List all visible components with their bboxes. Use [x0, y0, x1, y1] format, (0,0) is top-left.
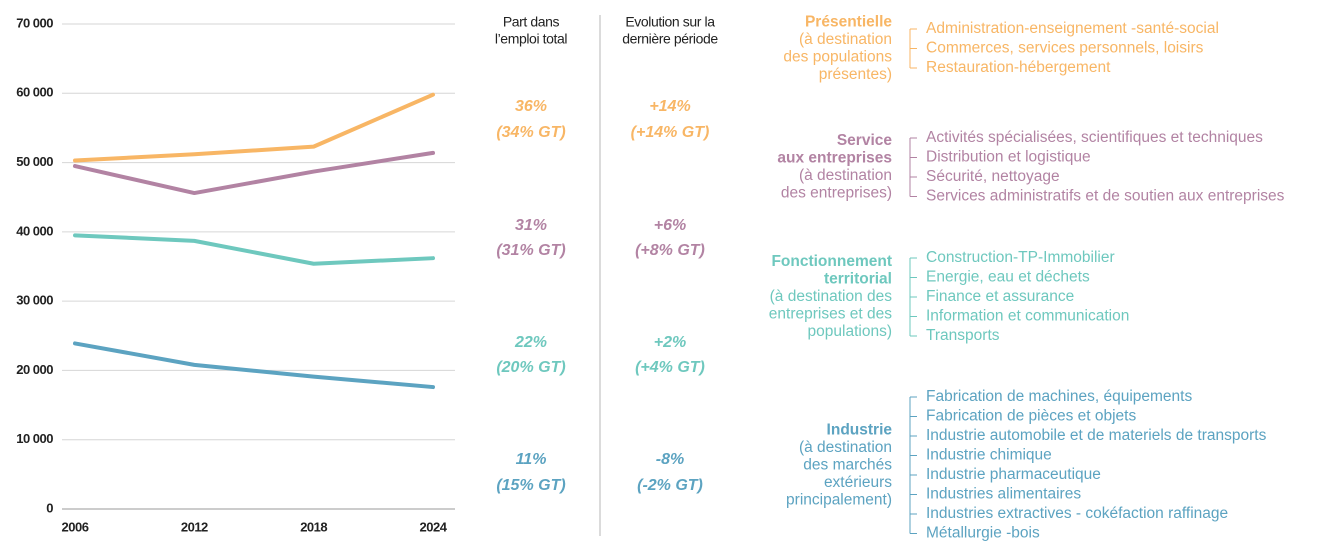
series-line: [73, 92, 435, 163]
sector-label: Information et communication: [926, 308, 1129, 325]
share-gt: (31% GT): [496, 242, 565, 259]
group-detail: présentes): [819, 66, 892, 83]
column-header: Part dans: [503, 14, 560, 30]
share-gt: (20% GT): [496, 359, 565, 376]
x-tick-label: 2006: [62, 519, 89, 534]
column-header: Evolution sur la: [625, 14, 715, 30]
sector-label: Industries extractives - cokéfaction raf…: [926, 505, 1228, 522]
evolution-value: +6%: [654, 217, 686, 234]
sector-label: Industrie pharmaceutique: [926, 466, 1101, 483]
y-tick-label: 40 000: [16, 223, 53, 238]
group-name: Service: [837, 132, 893, 149]
sector-label: Fabrication de pièces et objets: [926, 408, 1136, 425]
y-tick-label: 70 000: [16, 15, 53, 30]
evolution-gt: (+8% GT): [635, 242, 705, 259]
group-detail: (à destination: [799, 31, 892, 48]
evolution-value: -8%: [656, 451, 684, 468]
group-detail: des entreprises): [781, 185, 892, 202]
group-name: territorial: [824, 271, 892, 288]
evolution-gt: (+14% GT): [631, 124, 710, 141]
group-detail: (à destination: [799, 167, 892, 184]
y-tick-label: 20 000: [16, 362, 53, 377]
sector-label: Commerces, services personnels, loisirs: [926, 40, 1204, 57]
y-tick-label: 10 000: [16, 431, 53, 446]
sector-label: Finance et assurance: [926, 288, 1074, 305]
group-detail: populations): [808, 323, 892, 340]
evolution-value: +2%: [654, 334, 686, 351]
sector-label: Restauration-hébergement: [926, 59, 1111, 76]
sector-label: Industries alimentaires: [926, 486, 1081, 503]
group-detail: des marchés: [803, 456, 892, 473]
evolution-gt: (-2% GT): [637, 477, 703, 494]
y-tick-label: 0: [46, 500, 53, 515]
sector-label: Activités spécialisées, scientifiques et…: [926, 129, 1263, 146]
sector-label: Industrie automobile et de materiels de …: [926, 427, 1267, 444]
series-line: [73, 341, 435, 390]
x-tick-label: 2024: [420, 519, 448, 534]
sector-label: Administration-enseignement -santé-socia…: [926, 20, 1219, 37]
evolution-gt: (+4% GT): [635, 359, 705, 376]
share-value: 22%: [514, 334, 547, 351]
sector-label: Energie, eau et déchets: [926, 269, 1090, 286]
share-gt: (15% GT): [496, 477, 565, 494]
sector-label: Industrie chimique: [926, 447, 1052, 464]
group-name: aux entreprises: [777, 150, 892, 167]
group-detail: (à destination des: [770, 288, 893, 305]
evolution-value: +14%: [649, 98, 690, 115]
sector-label: Construction-TP-Immobilier: [926, 249, 1115, 266]
group-name: Industrie: [827, 421, 893, 438]
y-tick-label: 30 000: [16, 293, 53, 308]
sector-label: Services administratifs et de soutien au…: [926, 188, 1285, 205]
sector-label: Sécurité, nettoyage: [926, 168, 1060, 185]
y-tick-label: 60 000: [16, 85, 53, 100]
share-value: 11%: [516, 451, 547, 468]
column-header: dernière période: [622, 31, 718, 47]
group-detail: des populations: [783, 48, 892, 65]
series-line: [73, 233, 435, 266]
series-line: [73, 150, 435, 196]
group-detail: extérieurs: [824, 474, 892, 491]
x-tick-label: 2018: [300, 519, 327, 534]
group-name: Fonctionnement: [771, 253, 892, 270]
share-value: 36%: [515, 98, 547, 115]
sector-label: Fabrication de machines, équipements: [926, 388, 1192, 405]
group-detail: (à destination: [799, 439, 892, 456]
column-header: l’emploi total: [495, 31, 568, 47]
sector-label: Transports: [926, 327, 1000, 344]
x-tick-label: 2012: [181, 519, 208, 534]
sector-label: Métallurgie -bois: [926, 525, 1040, 541]
sector-label: Distribution et logistique: [926, 149, 1091, 166]
group-detail: principalement): [786, 491, 892, 508]
y-tick-label: 50 000: [16, 154, 53, 169]
group-name: Présentielle: [805, 13, 892, 30]
share-value: 31%: [515, 217, 547, 234]
share-gt: (34% GT): [496, 124, 565, 141]
group-detail: entreprises et des: [769, 306, 892, 323]
